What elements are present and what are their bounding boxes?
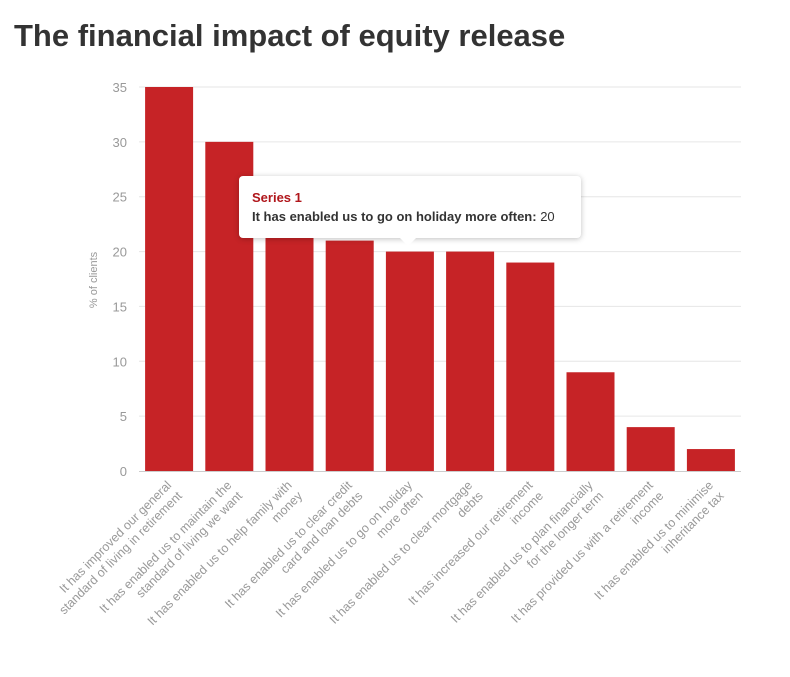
y-tick-label: 35 (113, 80, 127, 95)
tooltip-series-name: Series 1 (252, 190, 302, 205)
bar[interactable] (566, 372, 615, 471)
tooltip: Series 1 It has enabled us to go on holi… (239, 176, 581, 246)
bar[interactable] (506, 262, 555, 471)
bar[interactable] (446, 251, 495, 471)
bar[interactable] (626, 427, 675, 471)
y-axis-ticks: 0 5 10 15 20 25 30 35 (113, 80, 127, 479)
y-tick-label: 25 (113, 190, 127, 205)
bars (145, 87, 735, 471)
chart-title: The financial impact of equity release (14, 18, 566, 53)
y-tick-label: 0 (120, 464, 127, 479)
bar[interactable] (145, 87, 194, 471)
y-tick-label: 10 (113, 354, 127, 369)
tooltip-category: It has enabled us to go on holiday more … (252, 209, 537, 224)
y-axis-label: % of clients (88, 251, 100, 308)
y-tick-label: 20 (113, 245, 127, 260)
y-tick-label: 15 (113, 299, 127, 314)
bar[interactable] (265, 229, 314, 471)
bar[interactable] (686, 449, 735, 471)
bar[interactable] (325, 240, 374, 471)
bar[interactable] (385, 251, 434, 471)
y-tick-label: 5 (120, 409, 127, 424)
tooltip-body: It has enabled us to go on holiday more … (252, 209, 555, 224)
y-tick-label: 30 (113, 135, 127, 150)
tooltip-value: 20 (540, 209, 555, 224)
